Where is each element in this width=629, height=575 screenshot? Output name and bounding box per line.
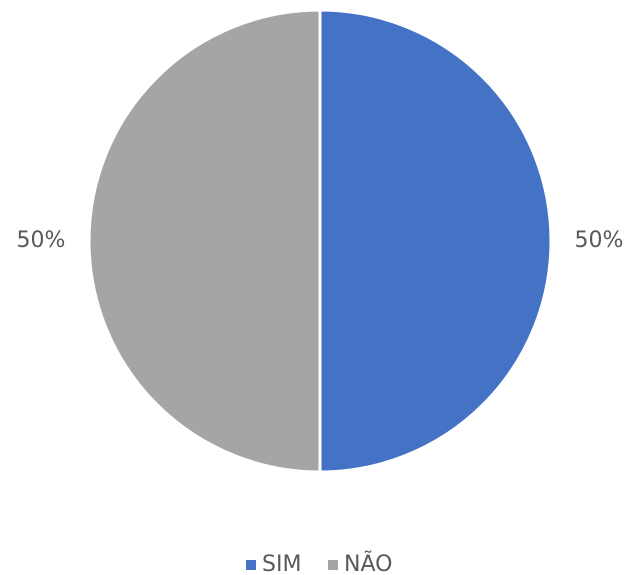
legend-label: NÃO bbox=[344, 550, 392, 575]
legend-swatch bbox=[328, 560, 338, 570]
legend-label: SIM bbox=[262, 552, 301, 575]
pie-slice bbox=[87, 8, 322, 474]
legend-swatch bbox=[246, 560, 256, 570]
data-label: 50% bbox=[575, 228, 624, 253]
pie-slice bbox=[318, 8, 553, 474]
data-label: 50% bbox=[17, 228, 66, 253]
